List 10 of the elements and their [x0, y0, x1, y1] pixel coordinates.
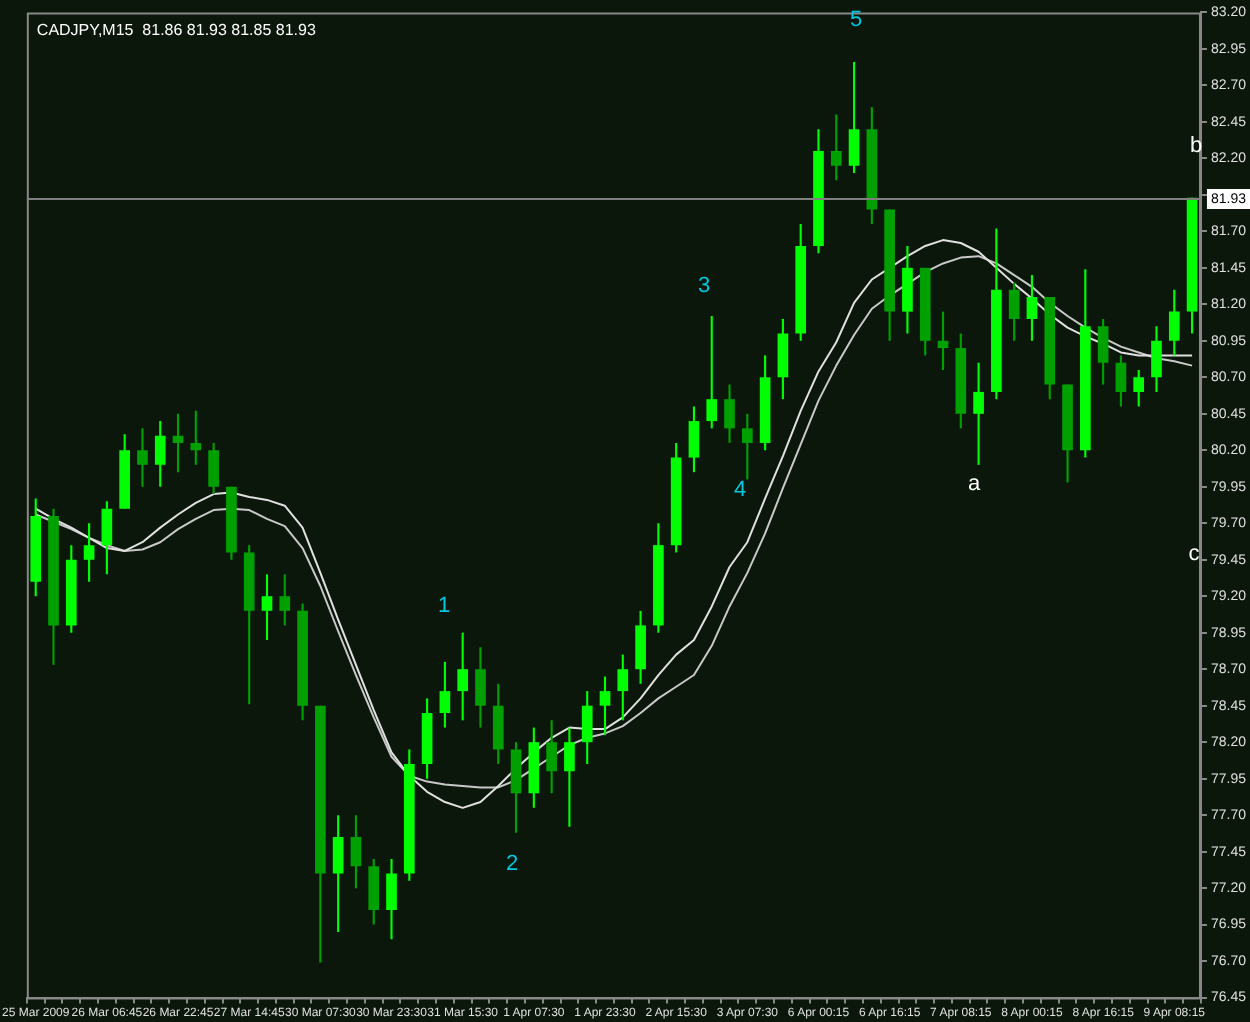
annotation: 3 — [697, 274, 711, 299]
annotation: c — [1188, 542, 1201, 567]
annotation: a — [967, 472, 982, 497]
annotation: 4 — [733, 478, 747, 503]
annotation: b — [1189, 134, 1203, 159]
annotation: 2 — [505, 852, 519, 877]
annotation: 1 — [437, 594, 451, 619]
candlestick — [137, 428, 148, 487]
annotation: 5 — [849, 8, 863, 33]
text: CADJPY,M15 81.86 81.93 81.85 81.93 — [36, 20, 317, 39]
